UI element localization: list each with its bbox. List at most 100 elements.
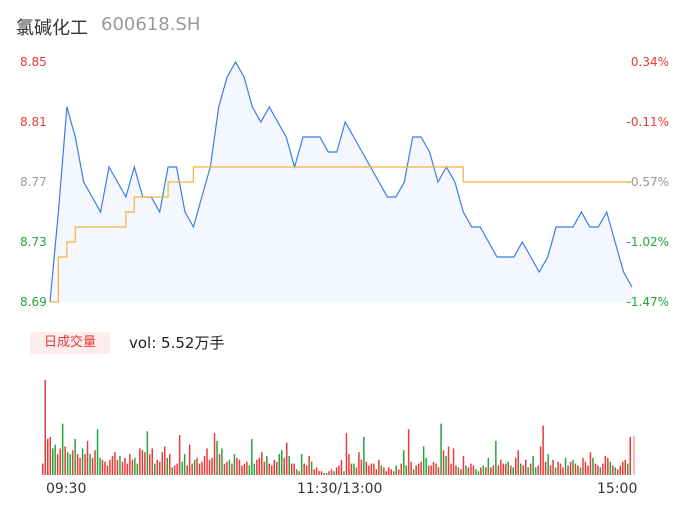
volume-bar [243, 463, 246, 475]
price-tick-label: 8.73 [20, 235, 47, 249]
volume-bar [430, 465, 432, 475]
volume-bar [126, 463, 129, 475]
volume-bar [59, 448, 61, 475]
volume-bar [223, 463, 226, 475]
volume-summary: vol: 5.52万手 [129, 334, 225, 352]
volume-bar [562, 467, 564, 475]
volume-bar [370, 463, 373, 475]
volume-bar [490, 467, 492, 475]
volume-bar [599, 467, 602, 475]
volume-bar [330, 469, 333, 475]
pct-tick-label: 0.34% [631, 55, 669, 69]
volume-bar [233, 454, 236, 475]
volume-bar [567, 465, 569, 475]
volume-bar [263, 461, 266, 475]
volume-bar [477, 471, 480, 475]
volume-bar [338, 465, 340, 475]
volume-bar [594, 463, 597, 475]
volume-bar [273, 459, 275, 475]
volume-bar [592, 457, 594, 475]
volume-bar [427, 465, 430, 475]
pct-tick-label: -1.47% [627, 295, 669, 309]
volume-bar [111, 456, 114, 475]
volume-bar [89, 454, 91, 475]
volume-bar [328, 471, 330, 475]
volume-bar [116, 459, 119, 475]
volume-bar [614, 467, 617, 475]
volume-bar [169, 454, 171, 475]
volume-bar [412, 469, 415, 475]
volume-bar [278, 454, 280, 475]
volume-bar [96, 429, 99, 475]
volume-bar [295, 469, 298, 475]
volume-bar [552, 459, 554, 475]
volume-bar [445, 456, 447, 475]
volume-bar [213, 433, 216, 475]
volume-bar [47, 438, 49, 475]
volume-bar [604, 456, 607, 475]
volume-bar [178, 435, 181, 475]
volume-bar [393, 471, 395, 475]
volume-bar [622, 461, 624, 475]
volume-bar [398, 469, 400, 475]
volume-bar [383, 467, 385, 475]
volume-bar [492, 465, 495, 475]
volume-bar [472, 465, 475, 475]
volume-bar [261, 452, 263, 475]
volume-bar [119, 456, 121, 475]
volume-bar [525, 459, 527, 475]
volume-bar [161, 452, 163, 475]
volume-bar [547, 454, 549, 475]
volume-bar [589, 452, 592, 475]
volume-bar [191, 463, 193, 475]
volume-bar [497, 465, 500, 475]
volume-bar [129, 454, 131, 475]
volume-bar [395, 465, 397, 475]
volume-bar [218, 454, 221, 475]
volume-bar [437, 467, 440, 475]
volume-bar [109, 459, 111, 475]
volume-bar [300, 454, 303, 475]
volume-bar [512, 467, 514, 475]
volume-bar [415, 465, 417, 475]
volume-bar [495, 440, 497, 475]
volume-bar [582, 457, 584, 475]
volume-bar [612, 465, 614, 475]
volume-bar [276, 461, 278, 475]
volume-bar [577, 465, 579, 475]
volume-bar [450, 463, 452, 475]
volume-bar [554, 467, 557, 475]
volume-bar [432, 461, 435, 475]
volume-bar [325, 473, 328, 475]
volume-bar [52, 448, 54, 475]
volume-bar [151, 448, 153, 475]
volume-bar [500, 459, 502, 475]
volume-bar [241, 465, 243, 475]
volume-bar [171, 467, 173, 475]
price-tick-label: 8.77 [20, 175, 47, 189]
volume-bar [288, 456, 290, 475]
volume-bar [624, 459, 626, 475]
volume-bar [131, 459, 134, 475]
volume-bar [141, 450, 144, 475]
volume-bar [335, 467, 338, 475]
volume-bar [425, 457, 427, 475]
volume-bar [308, 456, 310, 475]
price-tick-label: 8.69 [20, 295, 47, 309]
volume-bar [266, 456, 268, 475]
volume-bar [74, 438, 76, 475]
volume-bar [355, 467, 358, 475]
volume-bar [455, 465, 457, 475]
volume-bar [94, 450, 96, 475]
volume-bar [198, 463, 201, 475]
price-area [50, 62, 632, 302]
volume-bar [281, 450, 283, 475]
volume-bar [557, 461, 559, 475]
volume-bar [447, 446, 450, 475]
volume-bar [617, 469, 619, 475]
volume-bar [532, 456, 534, 475]
volume-bar [420, 461, 422, 475]
volume-bar [286, 442, 288, 475]
volume-bar [44, 380, 46, 475]
volume-bar [505, 463, 507, 475]
